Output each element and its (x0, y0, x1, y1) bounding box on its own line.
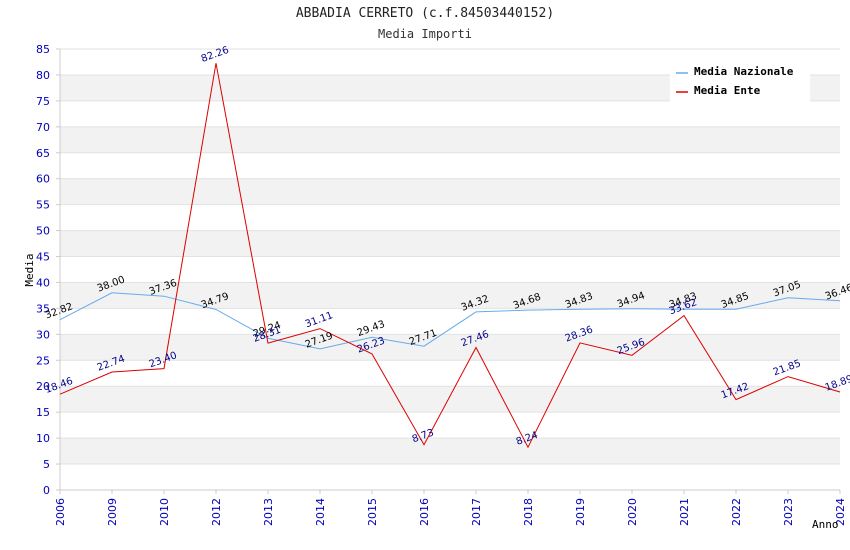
legend-label-media-ente: Media Ente (694, 84, 761, 97)
x-tick-label: 2006 (54, 498, 67, 526)
y-tick-label: 0 (43, 484, 50, 497)
x-tick-label: 2010 (158, 498, 171, 526)
grid-band (60, 230, 840, 257)
data-label: 21.85 (772, 358, 803, 378)
x-tick-label: 2016 (418, 498, 431, 526)
y-tick-label: 80 (36, 69, 50, 82)
legend-label-media-nazionale: Media Nazionale (694, 65, 794, 78)
series-lines (59, 63, 841, 449)
legend: Media Nazionale Media Ente (670, 60, 810, 102)
y-tick-label: 60 (36, 173, 50, 186)
y-tick-label: 20 (36, 380, 50, 393)
x-tick-label: 2019 (574, 498, 587, 526)
y-tick-label: 70 (36, 121, 50, 134)
series-line-media-ente (59, 63, 841, 449)
legend-box (670, 60, 810, 102)
x-tick-labels: 2006 2009 2010 2012 2013 2014 2015 2016 2017 2018… (54, 498, 847, 526)
y-tick-label: 15 (36, 406, 50, 419)
y-tick-label: 40 (36, 276, 50, 289)
y-tick-labels: 0 5 10 15 20 25 30 35 40 45 50 55 60 65 70 75 80 85 (36, 43, 50, 497)
grid-band (60, 178, 840, 205)
x-tick-label: 2009 (106, 498, 119, 526)
grid-band (60, 126, 840, 153)
x-tick-label: 2017 (470, 498, 483, 526)
x-tick-label: 2015 (366, 498, 379, 526)
x-tick-label: 2013 (262, 498, 275, 526)
data-label: 82.26 (200, 45, 231, 65)
x-tick-label: 2020 (626, 498, 639, 526)
y-tick-label: 30 (36, 328, 50, 341)
y-tick-label: 50 (36, 225, 50, 238)
y-axis-title: Media (23, 253, 36, 286)
x-tick-label: 2021 (678, 498, 691, 526)
axes (56, 48, 841, 494)
x-tick-label: 2023 (782, 498, 795, 526)
y-tick-label: 25 (36, 354, 50, 367)
y-tick-label: 5 (43, 458, 50, 471)
series-line-media-nazionale (59, 292, 841, 350)
grid-band (60, 386, 840, 413)
grid-band (60, 438, 840, 465)
x-tick-label: 2012 (210, 498, 223, 526)
gridlines (60, 48, 840, 491)
x-tick-label: 2018 (522, 498, 535, 526)
x-tick-label: 2022 (730, 498, 743, 526)
y-tick-label: 85 (36, 43, 50, 56)
data-label: 31.11 (304, 310, 335, 330)
chart-subtitle: Media Importi (378, 27, 472, 41)
y-tick-label: 45 (36, 251, 50, 264)
y-tick-label: 55 (36, 199, 50, 212)
y-tick-label: 10 (36, 432, 50, 445)
y-tick-label: 75 (36, 95, 50, 108)
y-tick-label: 35 (36, 302, 50, 315)
chart-title: ABBADIA CERRETO (c.f.84503440152) (295, 6, 555, 21)
grid-band (60, 334, 840, 361)
y-tick-label: 65 (36, 147, 50, 160)
grid-bands (60, 74, 840, 465)
x-axis-title: Anno (812, 518, 839, 531)
grid-band (60, 282, 840, 309)
x-tick-label: 2024 (834, 498, 847, 526)
x-tick-label: 2014 (314, 498, 327, 526)
